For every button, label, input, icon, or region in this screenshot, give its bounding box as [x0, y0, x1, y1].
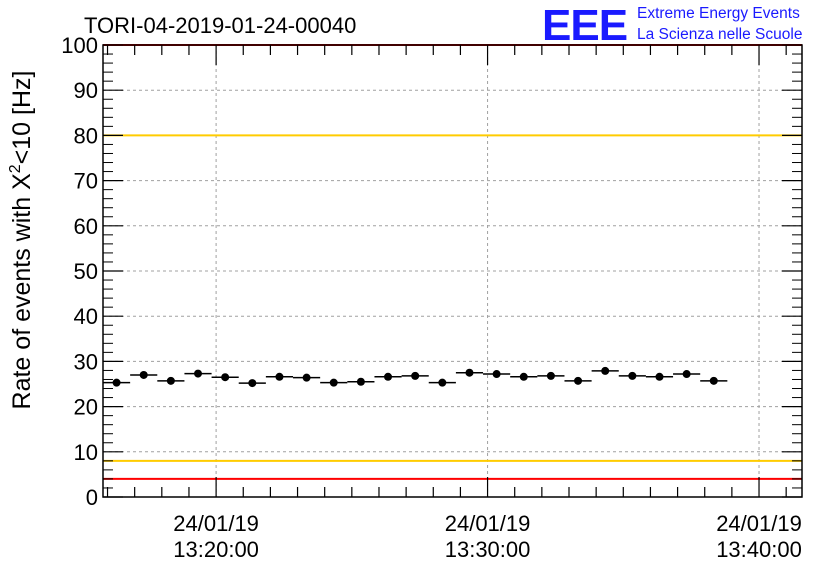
data-point [221, 373, 230, 382]
grid-lines [103, 45, 802, 497]
data-point [166, 376, 175, 385]
y-axis-label-tail: <10 [Hz] [8, 71, 36, 165]
data-points [103, 366, 728, 388]
y-axis-label: Rate of events with X2<10 [Hz] [7, 71, 36, 410]
data-point [139, 370, 148, 379]
y-tick-label: 10 [74, 440, 98, 465]
x-tick-date-label: 24/01/19 [445, 511, 531, 536]
y-axis-label-superscript: 2 [7, 164, 24, 173]
x-tick-time-label: 13:30:00 [445, 537, 531, 562]
x-tick-time-label: 13:40:00 [716, 537, 802, 562]
data-point [329, 378, 338, 387]
y-tick-label: 40 [74, 304, 98, 329]
data-point [655, 372, 664, 381]
data-point [438, 378, 447, 387]
y-tick-label: 50 [74, 259, 98, 284]
x-tick-time-label: 13:20:00 [173, 537, 259, 562]
data-point [492, 370, 501, 379]
y-tick-label: 60 [74, 214, 98, 239]
data-point [411, 371, 420, 380]
y-tick-label: 90 [74, 78, 98, 103]
logo-mark: EEE [542, 1, 627, 50]
y-axis-label-main: Rate of events with X [8, 173, 36, 410]
data-point [194, 369, 203, 378]
data-point [248, 379, 257, 388]
data-point [601, 366, 610, 375]
x-tick-date-label: 24/01/19 [173, 511, 259, 536]
data-point [709, 376, 718, 385]
axis-ticks: 010203040506070809010024/01/1913:20:0024… [61, 33, 802, 562]
eee-logo: EEE Extreme Energy Events La Scienza nel… [542, 1, 802, 50]
reference-lines [103, 44, 802, 480]
y-tick-label: 70 [74, 169, 98, 194]
y-tick-label: 30 [74, 349, 98, 374]
data-point [519, 372, 528, 381]
data-point [275, 372, 284, 381]
data-point [628, 371, 637, 380]
data-point [546, 371, 555, 380]
data-point [574, 376, 583, 385]
x-tick-date-label: 24/01/19 [716, 511, 802, 536]
y-tick-label: 0 [86, 485, 98, 510]
logo-line-1: Extreme Energy Events [637, 5, 800, 22]
data-point [465, 368, 474, 377]
y-tick-label: 20 [74, 395, 98, 420]
data-point [302, 373, 311, 382]
data-point [112, 378, 121, 387]
chart-title: TORI-04-2019-01-24-00040 [84, 13, 356, 38]
y-tick-label: 100 [61, 33, 98, 58]
data-point [384, 372, 393, 381]
data-point [682, 370, 691, 379]
logo-line-2: La Scienza nelle Scuole [637, 26, 802, 43]
y-tick-label: 80 [74, 123, 98, 148]
data-point [356, 377, 365, 386]
